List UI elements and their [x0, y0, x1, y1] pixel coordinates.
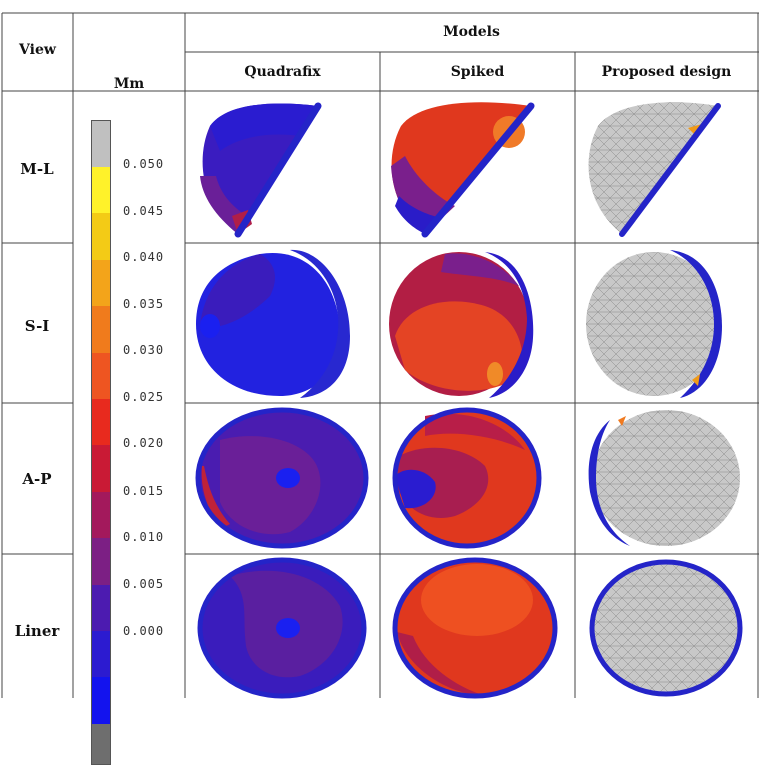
si-quadrafix-model	[196, 249, 350, 398]
color-scale-bar	[91, 120, 111, 765]
color-scale-segment	[92, 260, 110, 306]
unit-label: Mm	[113, 76, 145, 92]
ml-quadrafix-model	[200, 102, 322, 238]
row-label-a-p: A-P	[22, 470, 52, 488]
color-scale-segment	[92, 213, 110, 260]
legend-tick: 0.045	[123, 204, 165, 218]
color-scale-segment	[92, 121, 110, 167]
view-header: View	[19, 42, 56, 58]
ap-spiked-model	[392, 407, 542, 549]
color-scale-segment	[92, 585, 110, 631]
liner-spiked-model	[392, 557, 558, 699]
color-scale-segment	[92, 492, 110, 538]
color-scale-segment	[92, 724, 110, 764]
color-scale-segment	[92, 538, 110, 585]
color-scale-segment	[92, 353, 110, 399]
legend-tick: 0.030	[123, 343, 165, 357]
legend-tick: 0.010	[123, 530, 165, 544]
column-header-spiked: Spiked	[450, 64, 505, 80]
legend-tick: 0.025	[123, 390, 165, 404]
row-label-m-l: M-L	[20, 160, 54, 178]
liner-quadrafix-model	[197, 557, 367, 699]
legend-tick: 0.020	[123, 436, 165, 450]
row-label-liner: Liner	[14, 622, 60, 640]
legend-tick: 0.040	[123, 250, 165, 264]
row-label-s-i: S-I	[24, 317, 50, 335]
legend-tick: 0.015	[123, 484, 165, 498]
color-scale-segment	[92, 399, 110, 445]
color-scale-segment	[92, 677, 110, 724]
legend-tick: 0.050	[123, 157, 165, 171]
ml-spiked-model	[391, 102, 535, 238]
color-scale-segment	[92, 167, 110, 213]
color-scale-segment	[92, 306, 110, 353]
models-header: Models	[443, 24, 500, 40]
ml-proposed-model	[588, 102, 721, 237]
liner-proposed-model	[589, 559, 743, 697]
column-header-proposed-design: Proposed design	[601, 64, 732, 80]
ap-quadrafix-model	[195, 407, 369, 549]
legend-tick: 0.005	[123, 577, 165, 591]
column-header-quadrafix: Quadrafix	[244, 64, 321, 80]
legend-tick: 0.035	[123, 297, 165, 311]
si-proposed-model	[586, 250, 722, 398]
si-spiked-model	[389, 252, 534, 398]
table-grid	[1, 12, 759, 698]
legend-tick: 0.000	[123, 624, 165, 638]
ap-proposed-model	[588, 410, 740, 546]
color-scale-segment	[92, 631, 110, 677]
color-scale-segment	[92, 445, 110, 492]
